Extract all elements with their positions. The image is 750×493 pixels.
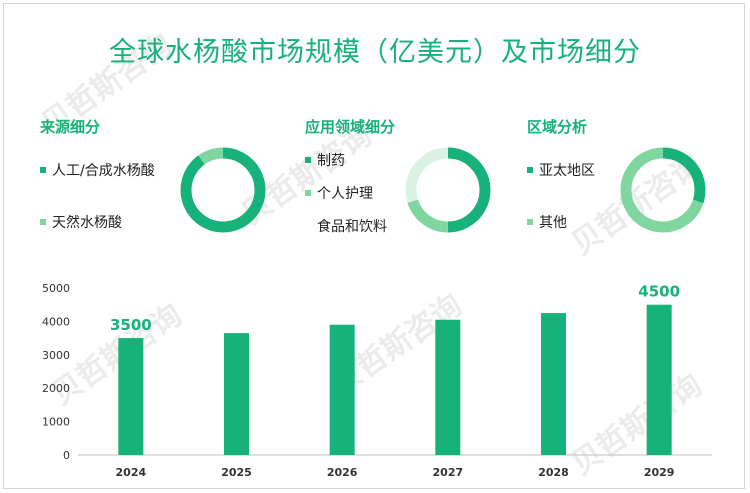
donut-segment-region-1 xyxy=(620,147,706,233)
y-tick-label: 0 xyxy=(63,449,70,462)
legend-label: 其他 xyxy=(539,215,567,231)
legend-item-personal-care: 个人护理 xyxy=(305,183,373,203)
bar-2029 xyxy=(646,304,672,455)
section-title-application: 应用领域细分 xyxy=(305,118,396,136)
legend-label: 天然水杨酸 xyxy=(52,215,122,231)
legend-item-synthetic: 人工/合成水杨酸 xyxy=(40,160,155,180)
figure-frame xyxy=(3,3,745,489)
x-tick-label: 2027 xyxy=(433,466,464,479)
legend-item-natural: 天然水杨酸 xyxy=(40,212,122,232)
legend-label: 亚太地区 xyxy=(539,163,595,179)
legend-item-pharma: 制药 xyxy=(305,150,345,170)
x-tick-label: 2029 xyxy=(644,466,675,479)
legend-label: 个人护理 xyxy=(317,186,373,202)
donut-chart-source xyxy=(180,147,266,233)
section-title-region: 区域分析 xyxy=(527,118,588,136)
legend-item-other: 其他 xyxy=(527,212,567,232)
legend-label: 人工/合成水杨酸 xyxy=(52,163,155,179)
donut-segment-application-2 xyxy=(405,147,491,233)
chart-title: 全球水杨酸市场规模（亿美元）及市场细分 xyxy=(109,37,641,68)
legend-swatch xyxy=(305,157,311,163)
legend-swatch xyxy=(527,167,533,173)
donut-chart-region xyxy=(620,147,706,233)
legend-swatch xyxy=(305,223,311,229)
y-tick-label: 1000 xyxy=(42,416,70,429)
bar-2024 xyxy=(118,338,144,455)
x-tick-label: 2025 xyxy=(221,466,252,479)
x-tick-label: 2024 xyxy=(116,466,147,479)
donut-segment-source-0 xyxy=(180,147,266,233)
legend-item-asia-pacific: 亚太地区 xyxy=(527,160,595,180)
section-title-source: 来源细分 xyxy=(40,118,101,136)
bar-2025 xyxy=(224,333,249,455)
bar-2026 xyxy=(329,324,355,455)
y-tick-label: 4000 xyxy=(42,315,70,328)
legend-swatch xyxy=(527,219,533,225)
donut-segment-source-1 xyxy=(180,147,266,233)
bar-2027 xyxy=(435,319,461,455)
legend-label: 食品和饮料 xyxy=(317,219,387,235)
y-tick-label: 5000 xyxy=(42,282,70,295)
x-tick-label: 2026 xyxy=(327,466,358,479)
bar-chart: 0 1000 2000 3000 4000 5000 2024 3500 2025 2026 202… xyxy=(42,282,712,479)
data-label-2024: 3500 xyxy=(110,316,152,334)
legend-label: 制药 xyxy=(317,153,345,169)
x-tick-label: 2028 xyxy=(538,466,569,479)
y-tick-label: 3000 xyxy=(42,349,70,362)
bar-2028 xyxy=(541,313,566,455)
legend-swatch xyxy=(40,167,46,173)
data-label-2029: 4500 xyxy=(638,283,680,301)
y-tick-label: 2000 xyxy=(42,382,70,395)
donut-chart-application xyxy=(405,147,491,233)
legend-swatch xyxy=(40,219,46,225)
legend-swatch xyxy=(305,190,311,196)
legend-item-food-beverage: 食品和饮料 xyxy=(305,216,387,236)
